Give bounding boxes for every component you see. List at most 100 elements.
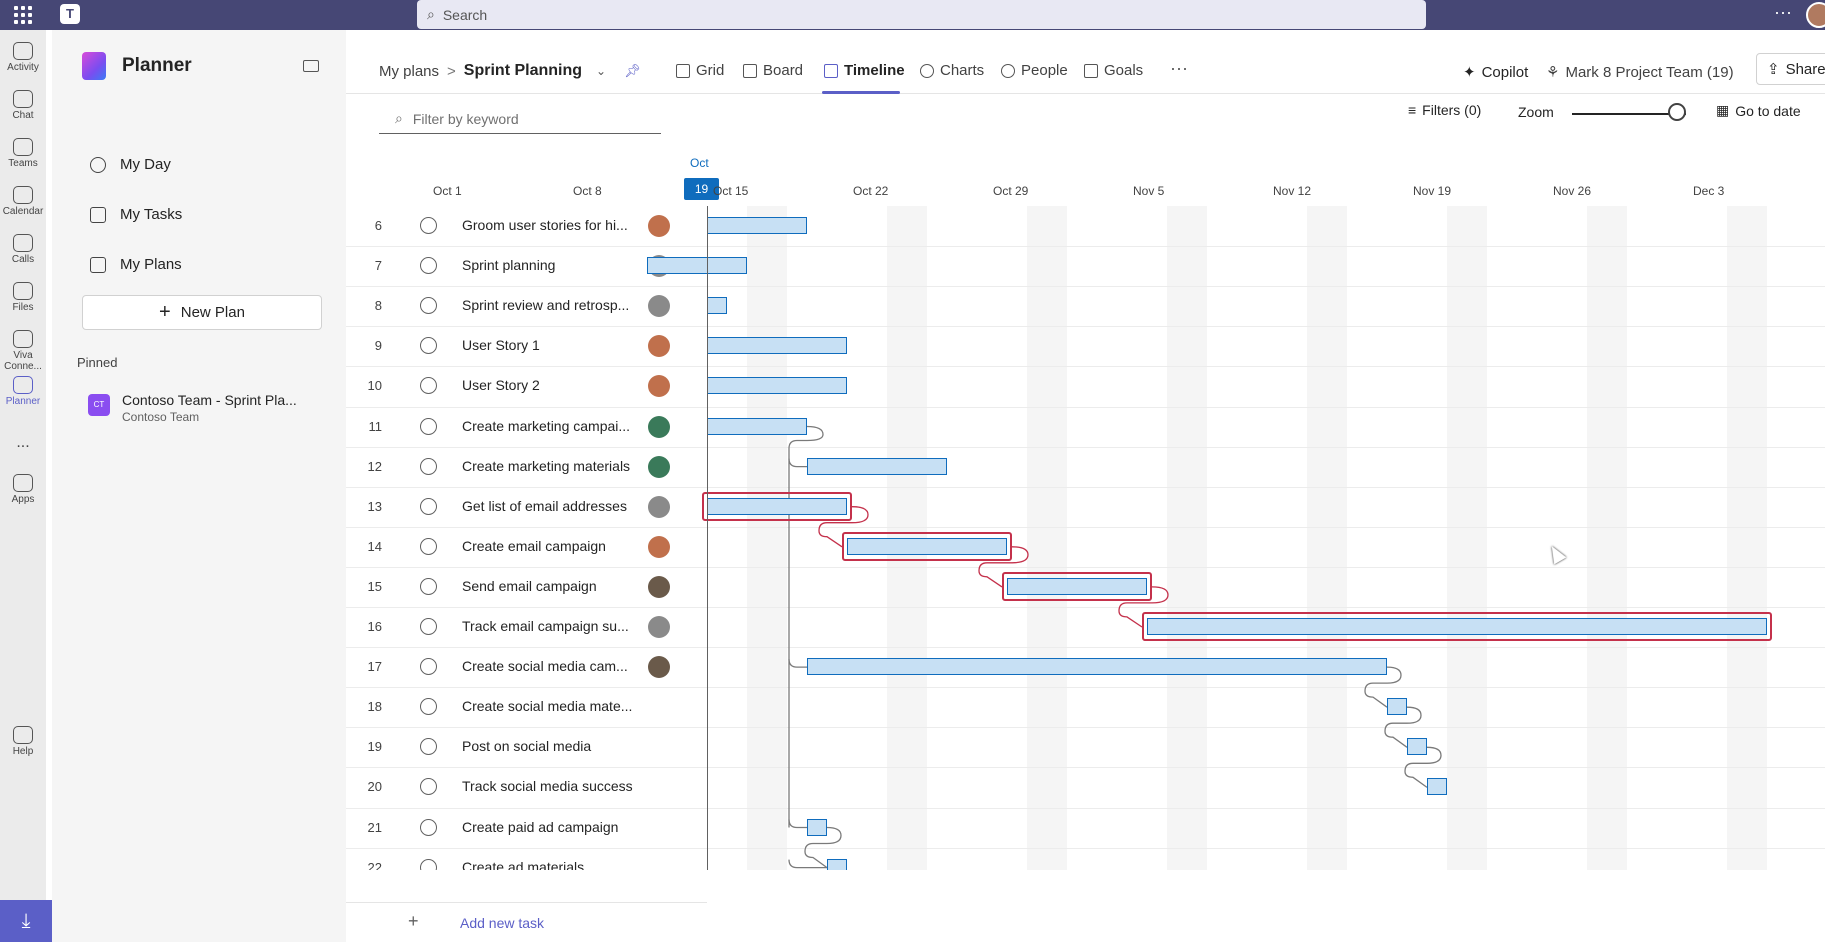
task-complete-checkbox[interactable] <box>420 818 437 836</box>
task-title[interactable]: Create ad materials <box>462 858 585 870</box>
task-bar[interactable] <box>1407 738 1427 756</box>
task-title[interactable]: Post on social media <box>462 738 592 755</box>
tab-timeline[interactable]: Timeline <box>824 62 905 79</box>
assignee-avatar[interactable] <box>648 375 670 398</box>
task-row[interactable]: 19 Post on social media <box>346 727 707 767</box>
more-options-icon[interactable]: ··· <box>1774 2 1792 22</box>
task-title[interactable]: Create social media cam... <box>462 658 628 675</box>
task-complete-checkbox[interactable] <box>420 698 437 716</box>
user-avatar[interactable] <box>1806 2 1825 28</box>
zoom-slider-thumb[interactable] <box>1667 103 1686 121</box>
task-bar[interactable] <box>1007 577 1147 595</box>
task-row[interactable]: 13 Get list of email addresses <box>346 487 707 527</box>
rail-item-bell[interactable]: Activity <box>0 42 46 73</box>
task-row[interactable]: 21 Create paid ad campaign <box>346 808 707 848</box>
tab-goals[interactable]: Goals <box>1084 62 1143 79</box>
task-title[interactable]: Create paid ad campaign <box>462 818 619 835</box>
task-bar[interactable] <box>847 537 1007 555</box>
nav-my-plans[interactable]: My Plans <box>90 256 182 273</box>
task-title[interactable]: User Story 2 <box>462 377 540 394</box>
task-bar[interactable] <box>1147 618 1767 635</box>
task-complete-checkbox[interactable] <box>420 618 437 635</box>
rail-item-teams[interactable]: Teams <box>0 138 46 169</box>
nav-my-tasks[interactable]: My Tasks <box>90 206 182 223</box>
rail-item-more[interactable]: ... <box>0 434 46 452</box>
tab-charts[interactable]: Charts <box>920 62 984 79</box>
task-row[interactable]: 9 User Story 1 <box>346 326 707 366</box>
task-row[interactable]: 10 User Story 2 <box>346 366 707 406</box>
task-title[interactable]: Create marketing materials <box>462 457 631 474</box>
task-bar[interactable] <box>1387 698 1407 716</box>
more-views-icon[interactable]: ··· <box>1170 58 1188 78</box>
assignee-avatar[interactable] <box>648 495 670 518</box>
task-bar[interactable] <box>827 858 847 870</box>
chevron-down-icon[interactable]: ⌄ <box>596 64 607 78</box>
rail-item-planner[interactable]: Planner <box>0 376 46 407</box>
assignee-avatar[interactable] <box>648 415 670 438</box>
task-complete-checkbox[interactable] <box>420 738 437 756</box>
rail-item-help[interactable]: Help <box>0 726 46 757</box>
task-row[interactable]: 17 Create social media cam... <box>346 647 707 687</box>
task-complete-checkbox[interactable] <box>420 658 437 676</box>
task-row[interactable]: 18 Create social media mate... <box>346 687 707 727</box>
task-complete-checkbox[interactable] <box>420 497 437 515</box>
download-icon[interactable]: ⤓ <box>0 900 52 942</box>
task-bar[interactable] <box>647 257 747 275</box>
assignee-avatar[interactable] <box>648 335 670 358</box>
task-row[interactable]: 6 Groom user stories for hi... <box>346 206 707 246</box>
rail-item-apps[interactable]: Apps <box>0 474 46 505</box>
task-row[interactable]: 12 Create marketing materials <box>346 447 707 487</box>
tab-people[interactable]: People <box>1001 62 1068 79</box>
task-bar[interactable] <box>807 658 1387 676</box>
task-bar[interactable] <box>807 818 827 836</box>
assignee-avatar[interactable] <box>648 616 670 638</box>
task-title[interactable]: Track social media success <box>462 778 633 795</box>
rail-item-calendar[interactable]: Calendar <box>0 186 46 217</box>
new-plan-button[interactable]: + New Plan <box>82 295 322 330</box>
task-title[interactable]: Create email campaign <box>462 537 606 554</box>
assignee-avatar[interactable] <box>648 215 670 237</box>
task-bar[interactable] <box>707 297 727 315</box>
assignee-avatar[interactable] <box>648 535 670 558</box>
team-members-button[interactable]: ⚘ Mark 8 Project Team (19) <box>1546 63 1734 82</box>
app-launcher-icon[interactable] <box>12 4 34 26</box>
rail-item-chat[interactable]: Chat <box>0 90 46 121</box>
task-complete-checkbox[interactable] <box>420 858 437 870</box>
filter-keyword-input[interactable]: ⌕ Filter by keyword <box>379 104 661 134</box>
go-to-date-button[interactable]: ▦ Go to date <box>1716 102 1801 119</box>
task-complete-checkbox[interactable] <box>420 337 437 355</box>
task-complete-checkbox[interactable] <box>420 457 437 475</box>
task-bar[interactable] <box>1427 778 1447 796</box>
task-title[interactable]: Send email campaign <box>462 577 597 594</box>
task-complete-checkbox[interactable] <box>420 297 437 315</box>
task-row[interactable]: 20 Track social media success <box>346 767 707 807</box>
assignee-avatar[interactable] <box>648 455 670 478</box>
task-bar[interactable] <box>707 377 847 395</box>
rail-item-phone[interactable]: Calls <box>0 234 46 265</box>
task-title[interactable]: Groom user stories for hi... <box>462 217 628 233</box>
add-new-task-button[interactable]: + Add new task <box>346 902 707 942</box>
task-row[interactable]: 11 Create marketing campai... <box>346 407 707 447</box>
assignee-avatar[interactable] <box>648 295 670 318</box>
task-title[interactable]: Sprint planning <box>462 257 556 274</box>
collapse-sidebar-icon[interactable] <box>303 60 319 72</box>
task-bar[interactable] <box>707 217 807 234</box>
assignee-avatar[interactable] <box>648 656 670 679</box>
task-complete-checkbox[interactable] <box>420 537 437 555</box>
search-input[interactable]: ⌕ Search <box>417 0 1426 29</box>
task-title[interactable]: User Story 1 <box>462 337 540 354</box>
nav-my-day[interactable]: My Day <box>90 156 171 173</box>
pin-icon[interactable]: 📌︎ <box>624 63 641 78</box>
task-title[interactable]: Track email campaign su... <box>462 618 629 634</box>
task-complete-checkbox[interactable] <box>420 217 437 234</box>
task-title[interactable]: Create social media mate... <box>462 698 633 715</box>
assignee-avatar[interactable] <box>648 575 670 598</box>
tab-board[interactable]: Board <box>743 62 803 79</box>
tab-grid[interactable]: Grid <box>676 62 724 79</box>
filters-button[interactable]: ≡ Filters (0) <box>1408 102 1481 118</box>
task-complete-checkbox[interactable] <box>420 257 437 275</box>
copilot-button[interactable]: ✦ Copilot <box>1463 63 1528 82</box>
task-complete-checkbox[interactable] <box>420 778 437 796</box>
share-button[interactable]: ⇪ Share <box>1756 53 1825 85</box>
task-row[interactable]: 14 Create email campaign <box>346 527 707 567</box>
